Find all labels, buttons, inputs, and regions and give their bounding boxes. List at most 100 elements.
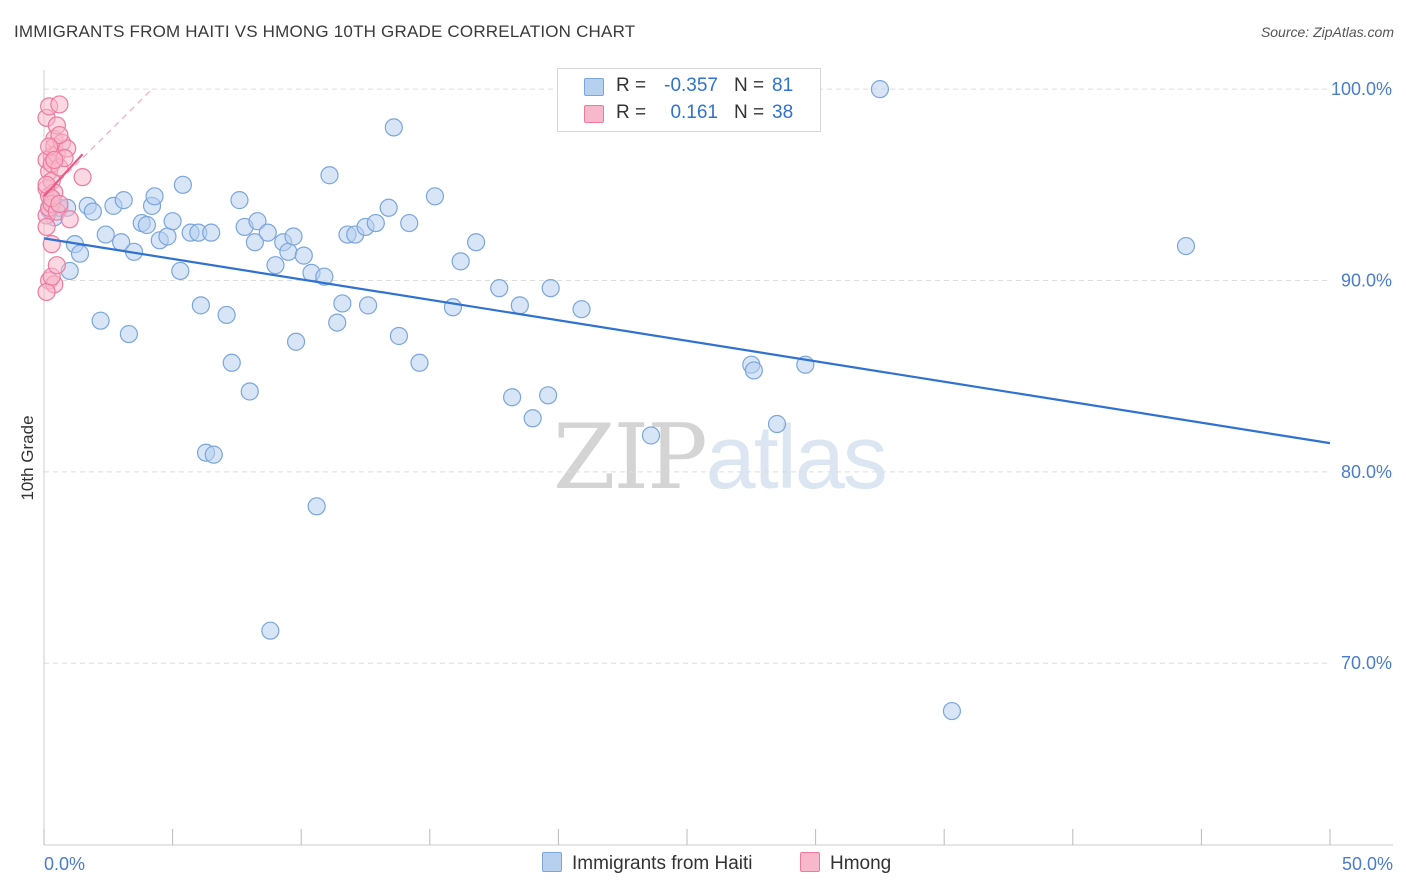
x-tick-label: 50.0% xyxy=(1342,854,1393,874)
legend-swatch-hmong xyxy=(800,852,820,872)
series-legend: Immigrants from Haiti Hmong xyxy=(0,852,1406,878)
legend-r-value: 0.161 xyxy=(670,102,718,123)
haiti-point xyxy=(870,80,890,99)
haiti-point xyxy=(942,701,962,721)
source-label: Source: ZipAtlas.com xyxy=(1260,24,1394,40)
hmong-point xyxy=(50,194,69,214)
haiti-point xyxy=(400,213,419,233)
y-axis-label: 10th Grade xyxy=(18,415,37,501)
haiti-point xyxy=(503,388,522,407)
haiti-point xyxy=(70,244,90,263)
legend-r-label: R = xyxy=(616,75,647,96)
haiti-point xyxy=(294,246,313,265)
haiti-point xyxy=(1176,236,1196,256)
haiti-point xyxy=(114,191,133,210)
hmong-point xyxy=(47,256,66,275)
haiti-point xyxy=(328,313,347,332)
haiti-point xyxy=(91,311,110,330)
haiti-point xyxy=(541,279,560,298)
watermark: ZIPatlas xyxy=(553,405,888,510)
haiti-point xyxy=(744,361,763,380)
haiti-point xyxy=(307,497,326,516)
legend-r-value: -0.357 xyxy=(664,75,718,96)
haiti-point xyxy=(284,227,303,246)
haiti-point xyxy=(240,382,259,401)
haiti-point xyxy=(163,212,182,231)
legend-row-hmong: R = 0.161 N = 38 xyxy=(558,100,820,126)
haiti-point xyxy=(286,332,306,351)
haiti-point xyxy=(279,242,298,261)
haiti-point xyxy=(315,267,334,286)
haiti-point xyxy=(379,198,398,217)
haiti-point xyxy=(490,279,509,298)
haiti-point xyxy=(320,166,339,185)
haiti-point xyxy=(466,233,486,252)
y-tick-label: 80.0% xyxy=(1341,462,1392,482)
haiti-point xyxy=(204,445,223,464)
legend-n-value: 81 xyxy=(772,75,794,96)
haiti-point xyxy=(451,252,470,271)
haiti-point xyxy=(171,261,190,281)
legend-item-haiti: Immigrants from Haiti xyxy=(542,852,753,875)
legend-swatch-haiti xyxy=(584,78,604,96)
legend-row-haiti: R = -0.357 N = 81 xyxy=(558,73,820,99)
legend-n-label: N = xyxy=(734,75,765,96)
haiti-point xyxy=(248,212,267,231)
hmong-point xyxy=(50,125,69,145)
haiti-point xyxy=(767,414,787,434)
haiti-point xyxy=(261,621,280,640)
watermark-zip: ZIP xyxy=(553,405,708,510)
haiti-point xyxy=(145,187,164,206)
haiti-point xyxy=(258,223,277,242)
haiti-point xyxy=(410,353,429,372)
haiti-point xyxy=(443,298,463,317)
chart-title: IMMIGRANTS FROM HAITI VS HMONG 10TH GRAD… xyxy=(14,22,636,41)
haiti-point xyxy=(83,202,102,221)
haiti-point xyxy=(523,409,542,428)
haiti-point xyxy=(137,215,156,235)
legend-label-hmong: Hmong xyxy=(830,853,892,874)
legend-label-haiti: Immigrants from Haiti xyxy=(572,853,753,874)
legend-item-hmong: Hmong xyxy=(800,852,891,875)
hmong-trend-extension xyxy=(43,88,153,197)
hmong-point xyxy=(73,168,92,187)
haiti-point xyxy=(222,353,241,372)
haiti-point xyxy=(119,324,138,344)
legend-swatch-haiti xyxy=(542,852,562,872)
haiti-point xyxy=(266,256,285,275)
hmong-point xyxy=(50,95,69,114)
haiti-point xyxy=(358,296,378,315)
watermark-atlas: atlas xyxy=(705,408,888,508)
haiti-point xyxy=(425,187,445,206)
hmong-point xyxy=(45,150,64,170)
haiti-point xyxy=(539,386,558,405)
haiti-point xyxy=(96,225,115,244)
haiti-point xyxy=(173,175,192,194)
y-tick-label: 90.0% xyxy=(1341,270,1392,290)
hmong-point xyxy=(37,282,56,302)
y-tick-label: 100.0% xyxy=(1331,79,1392,99)
hmong-point xyxy=(60,210,79,229)
haiti-point xyxy=(230,191,249,210)
hmong-trend-line xyxy=(43,153,84,198)
y-tick-label: 70.0% xyxy=(1341,653,1392,673)
haiti-point xyxy=(333,294,352,313)
haiti-point xyxy=(510,296,529,315)
haiti-point xyxy=(245,233,265,252)
haiti-point xyxy=(389,326,409,346)
haiti-point xyxy=(572,300,591,319)
legend-n-label: N = xyxy=(734,102,765,123)
haiti-point xyxy=(384,118,403,137)
legend-r-label: R = xyxy=(616,102,647,123)
legend-swatch-hmong xyxy=(584,105,604,123)
haiti-trend-line xyxy=(43,237,1331,445)
haiti-point xyxy=(641,426,661,445)
x-tick-label: 0.0% xyxy=(44,854,85,874)
haiti-point xyxy=(202,223,221,242)
legend-n-value: 38 xyxy=(772,102,794,123)
haiti-point xyxy=(366,213,385,233)
haiti-point xyxy=(158,227,177,246)
haiti-point xyxy=(217,305,236,325)
hmong-point xyxy=(37,217,56,237)
